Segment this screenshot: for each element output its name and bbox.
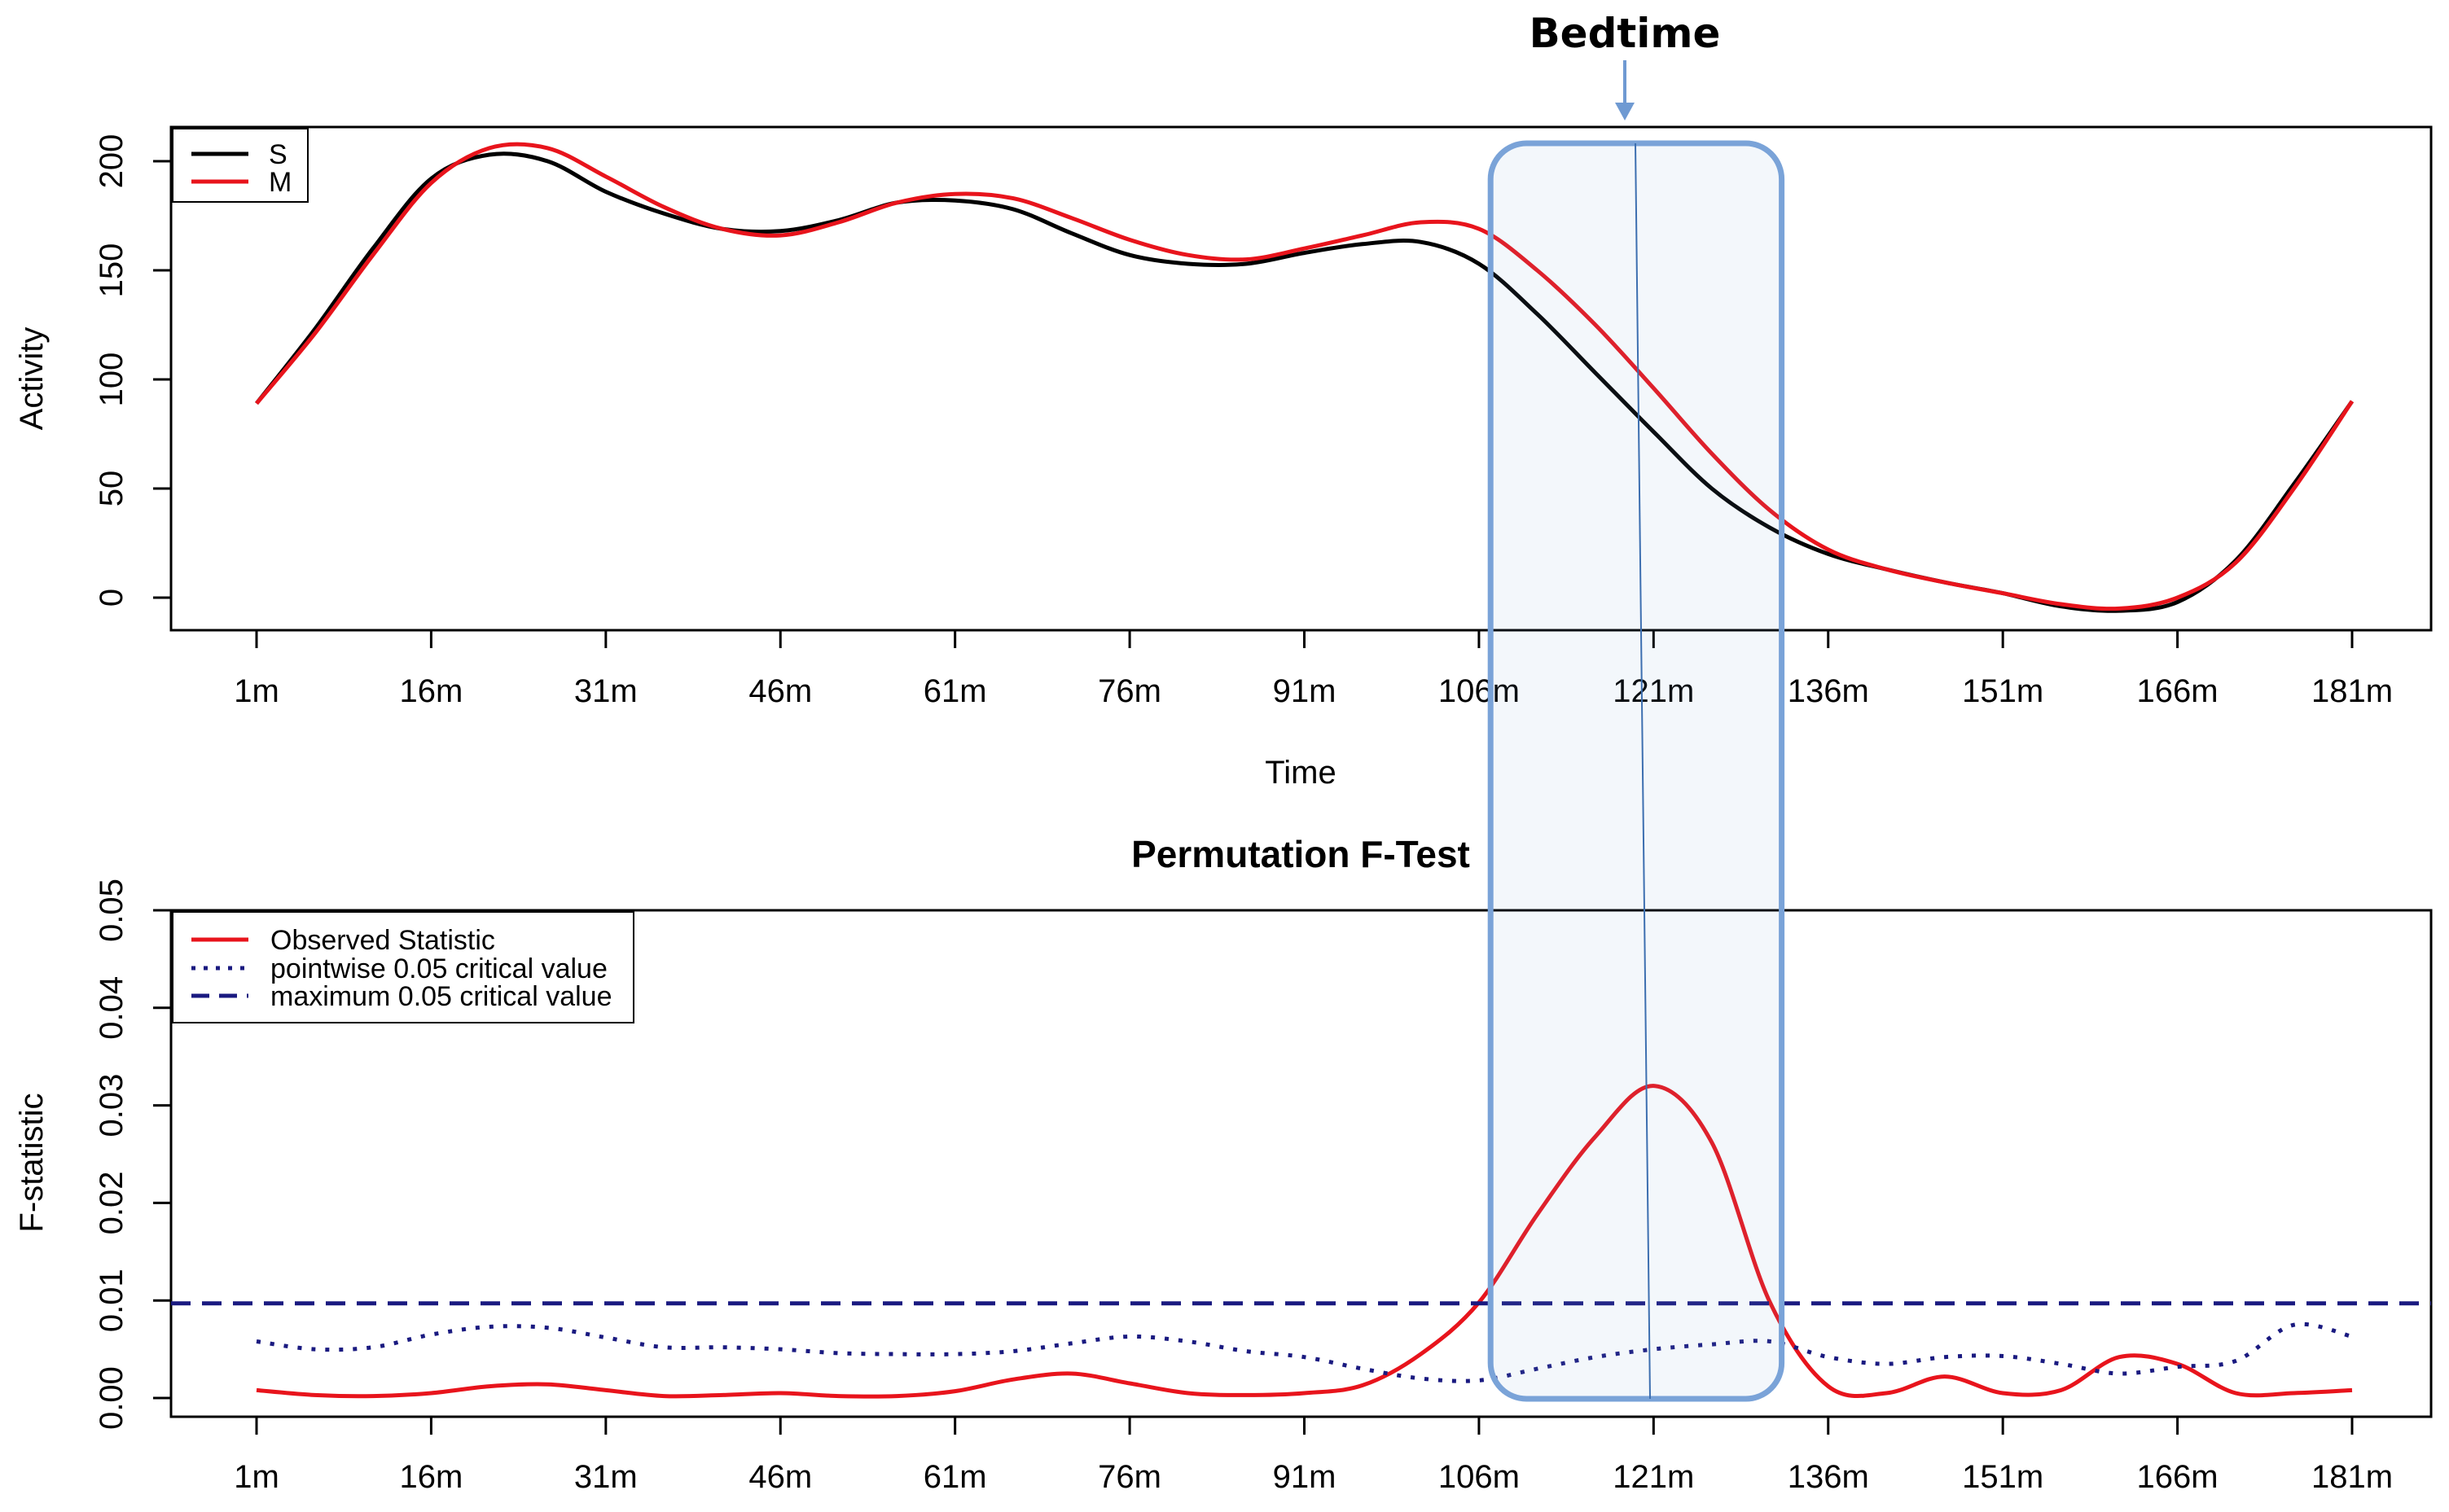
activity-legend: S M	[172, 128, 309, 203]
activity-y-axis-title: Activity	[14, 327, 50, 431]
y-tick-label: 0.01	[94, 1269, 129, 1332]
activity-legend-box	[172, 128, 309, 203]
f-test-legend-box	[172, 911, 634, 1023]
bedtime-annotation: Bedtime	[1487, 10, 1785, 1402]
bedtime-marker-line	[1635, 142, 1651, 1400]
x-tick-label: 136m	[1788, 1459, 1869, 1495]
x-tick-label: 91m	[1273, 1459, 1336, 1495]
x-tick-label: 106m	[1438, 673, 1520, 709]
y-tick-label: 150	[94, 243, 129, 298]
x-tick-label: 31m	[574, 673, 638, 709]
legend-label-observed: Observed Statistic	[270, 925, 495, 956]
legend-label-m: M	[269, 167, 292, 198]
series-line-s	[255, 151, 2355, 613]
x-tick-label: 46m	[748, 1459, 812, 1495]
x-tick-label: 76m	[1098, 673, 1161, 709]
activity-series	[255, 142, 2355, 613]
x-tick-label: 31m	[574, 1459, 638, 1495]
y-tick-label: 0.00	[94, 1366, 129, 1430]
bedtime-highlight-window	[1487, 140, 1785, 1402]
legend-label-maximum: maximum 0.05 critical value	[270, 981, 612, 1012]
x-tick-label: 166m	[2137, 673, 2219, 709]
x-tick-label: 181m	[2311, 673, 2393, 709]
x-tick-label: 1m	[234, 673, 279, 709]
f-test-title: Permutation F-Test	[1131, 833, 1470, 875]
x-tick-label: 151m	[1962, 1459, 2043, 1495]
y-tick-label: 50	[94, 471, 129, 507]
x-tick-label: 16m	[400, 673, 463, 709]
bedtime-label: Bedtime	[1530, 10, 1721, 57]
x-tick-label: 61m	[924, 673, 987, 709]
series-line-pointwise-0-05-critical-value	[256, 1321, 2353, 1383]
x-tick-label: 16m	[400, 1459, 463, 1495]
y-tick-label: 0.03	[94, 1074, 129, 1137]
y-tick-label: 100	[94, 353, 129, 407]
activity-x-axis-title: Time	[1265, 755, 1336, 791]
x-tick-label: 136m	[1788, 673, 1869, 709]
x-tick-label: 106m	[1438, 1459, 1520, 1495]
y-tick-label: 0.05	[94, 879, 129, 942]
f-test-chart: Permutation F-Test 0.000.010.020.030.040…	[14, 833, 2433, 1495]
series-line-observed-statistic	[256, 1084, 2353, 1399]
x-tick-label: 151m	[1962, 673, 2043, 709]
legend-label-pointwise: pointwise 0.05 critical value	[270, 953, 608, 984]
x-tick-label: 76m	[1098, 1459, 1161, 1495]
y-tick-label: 0.02	[94, 1171, 129, 1234]
activity-chart: 0 50 100 150 200 1m 16m 31m 46m 61m 76m 91m 106m 121…	[14, 125, 2433, 791]
x-tick-label: 91m	[1273, 673, 1336, 709]
x-tick-label: 1m	[234, 1459, 279, 1495]
series-line-m	[255, 142, 2355, 611]
activity-x-axis: 1m 16m 31m 46m 61m 76m 91m 106m 121m 136m 151m 166m…	[234, 630, 2393, 709]
f-test-legend: Observed Statistic pointwise 0.05 critic…	[172, 911, 634, 1023]
bedtime-arrow-head	[1615, 103, 1635, 121]
activity-y-axis: 0 50 100 150 200	[94, 134, 171, 607]
f-test-y-axis-title: F-statistic	[14, 1093, 50, 1232]
y-tick-label: 0	[94, 589, 129, 607]
x-tick-label: 61m	[924, 1459, 987, 1495]
x-tick-label: 121m	[1613, 1459, 1694, 1495]
f-test-plot-frame	[169, 909, 2433, 1418]
legend-label-s: S	[269, 139, 287, 170]
f-test-x-axis: 1m 16m 31m 46m 61m 76m 91m 106m 121m 136m 151m 166m…	[234, 1417, 2393, 1495]
activity-plot-frame	[169, 125, 2433, 632]
x-tick-label: 46m	[748, 673, 812, 709]
y-tick-label: 200	[94, 134, 129, 189]
x-tick-label: 166m	[2137, 1459, 2219, 1495]
f-test-y-axis: 0.00 0.01 0.02 0.03 0.04 0.05	[94, 879, 171, 1430]
x-tick-label: 181m	[2311, 1459, 2393, 1495]
x-tick-label: 121m	[1613, 673, 1694, 709]
y-tick-label: 0.04	[94, 976, 129, 1040]
f-test-series	[171, 1084, 2431, 1399]
